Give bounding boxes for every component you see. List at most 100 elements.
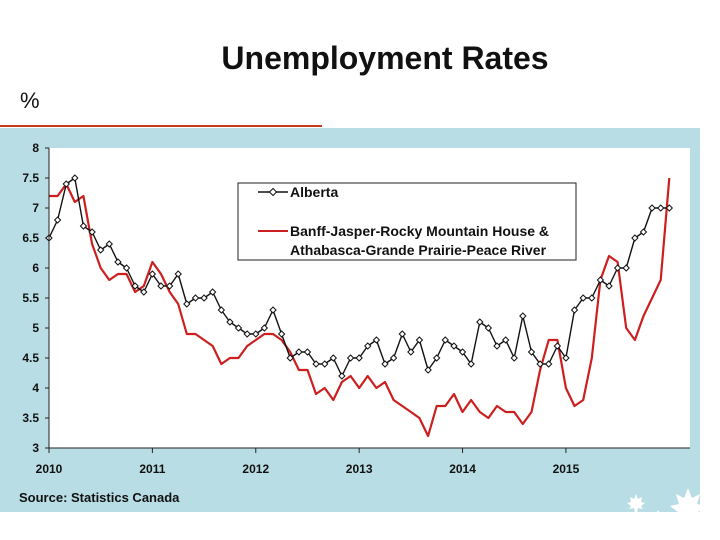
- alberta-data-point: [484, 324, 493, 332]
- y-tick-label: 5: [32, 321, 39, 335]
- alberta-data-point: [303, 348, 312, 356]
- y-tick-label: 4: [32, 381, 39, 395]
- alberta-data-point: [501, 336, 510, 344]
- alberta-data-point: [269, 306, 277, 314]
- alberta-data-point: [96, 246, 105, 254]
- alberta-data-point: [562, 354, 570, 362]
- alberta-data-point: [105, 240, 113, 248]
- alberta-data-point: [234, 324, 243, 332]
- alberta-data-point: [553, 342, 562, 350]
- alberta-data-point: [424, 366, 432, 374]
- alberta-data-point: [321, 360, 329, 368]
- alberta-data-point: [174, 270, 182, 278]
- alberta-data-point: [432, 354, 441, 362]
- alberta-data-point: [346, 354, 355, 362]
- alberta-data-point: [536, 360, 544, 368]
- source-note: Source: Statistics Canada: [19, 490, 180, 505]
- alberta-data-point: [277, 330, 286, 338]
- alberta-data-point: [217, 306, 226, 314]
- legend-alberta-marker: [268, 187, 278, 197]
- alberta-data-point: [252, 330, 260, 338]
- x-tick-label: 2011: [139, 462, 165, 476]
- alberta-data-point: [183, 300, 191, 308]
- maple-leaf-logo: [627, 488, 706, 526]
- alberta-data-point: [605, 282, 613, 290]
- alberta-data-point: [165, 282, 174, 290]
- alberta-data-point: [544, 360, 553, 368]
- alberta-data-point: [588, 294, 596, 302]
- alberta-data-point: [226, 318, 234, 326]
- x-tick-label: 2014: [449, 462, 476, 476]
- alberta-data-point: [527, 348, 536, 356]
- alberta-data-point: [122, 264, 131, 272]
- alberta-data-point: [458, 348, 467, 356]
- slide-title: Unemployment Rates: [221, 40, 549, 76]
- alberta-data-point: [338, 372, 346, 380]
- y-unit-label: %: [20, 88, 40, 113]
- maple-leaf-small-icon: [627, 494, 645, 513]
- y-tick-label: 3.5: [22, 411, 39, 425]
- alberta-data-point: [243, 330, 251, 338]
- alberta-data-point: [355, 354, 363, 362]
- alberta-data-point: [286, 354, 294, 362]
- legend: Alberta Banff-Jasper-Rocky Mountain Hous…: [237, 182, 577, 261]
- alberta-data-point: [208, 288, 217, 296]
- legend-box: [237, 182, 577, 261]
- alberta-data-point: [441, 336, 449, 344]
- y-axis: 3 3.5 4 4.5 5 5.5 6 6.5 7 7.5 8: [22, 141, 49, 455]
- y-tick-label: 4.5: [22, 351, 39, 365]
- y-tick-label: 7: [32, 201, 39, 215]
- alberta-data-point: [579, 294, 587, 302]
- alberta-data-point: [53, 216, 62, 224]
- alberta-data-point: [131, 282, 139, 290]
- alberta-data-point: [312, 360, 320, 368]
- alberta-data-point: [450, 342, 458, 350]
- alberta-data-point: [398, 330, 406, 338]
- alberta-data-point: [260, 324, 269, 332]
- alberta-data-point: [476, 318, 484, 326]
- alberta-data-point: [191, 294, 200, 302]
- alberta-data-point: [631, 234, 639, 242]
- alberta-data-point: [88, 228, 96, 236]
- maple-leaf-icon: [670, 488, 706, 526]
- alberta-data-point: [407, 348, 415, 356]
- x-tick-label: 2012: [242, 462, 269, 476]
- alberta-data-point: [372, 336, 381, 344]
- alberta-data-point: [389, 354, 398, 362]
- alberta-data-point: [114, 258, 122, 266]
- alberta-data-point: [329, 354, 338, 362]
- alberta-data-point: [639, 228, 648, 236]
- alberta-data-point: [157, 282, 165, 290]
- alberta-data-point: [510, 354, 518, 362]
- alberta-data-point: [622, 264, 630, 272]
- x-tick-label: 2015: [553, 462, 580, 476]
- series-layer: [45, 174, 674, 438]
- x-axis: 2010 2011 2012 2013 2014 2015: [36, 448, 580, 476]
- alberta-data-point: [570, 306, 579, 314]
- y-tick-label: 3: [32, 441, 39, 455]
- x-tick-label: 2010: [36, 462, 63, 476]
- legend-region-label: Banff-Jasper-Rocky Mountain House & Atha…: [290, 223, 553, 258]
- alberta-data-point: [381, 360, 389, 368]
- alberta-data-point: [148, 270, 157, 278]
- alberta-data-point: [62, 180, 70, 188]
- maple-leaf-tiny-icon: [652, 510, 664, 523]
- y-tick-label: 7.5: [22, 171, 39, 185]
- alberta-data-point: [648, 204, 656, 212]
- alberta-data-point: [613, 264, 622, 272]
- alberta-data-point: [519, 312, 527, 320]
- alberta-data-point: [665, 204, 674, 212]
- alberta-data-point: [140, 288, 148, 296]
- alberta-data-point: [657, 204, 665, 212]
- legend-alberta-label: Alberta: [290, 184, 338, 200]
- y-tick-label: 6.5: [22, 231, 39, 245]
- alberta-data-point: [467, 360, 475, 368]
- alberta-data-point: [493, 342, 501, 350]
- y-tick-label: 8: [32, 141, 39, 155]
- alberta-data-point: [295, 348, 303, 356]
- alberta-data-point: [596, 276, 605, 284]
- region-series-line: [49, 177, 671, 438]
- alberta-data-point: [415, 336, 424, 344]
- alberta-data-point: [364, 342, 372, 350]
